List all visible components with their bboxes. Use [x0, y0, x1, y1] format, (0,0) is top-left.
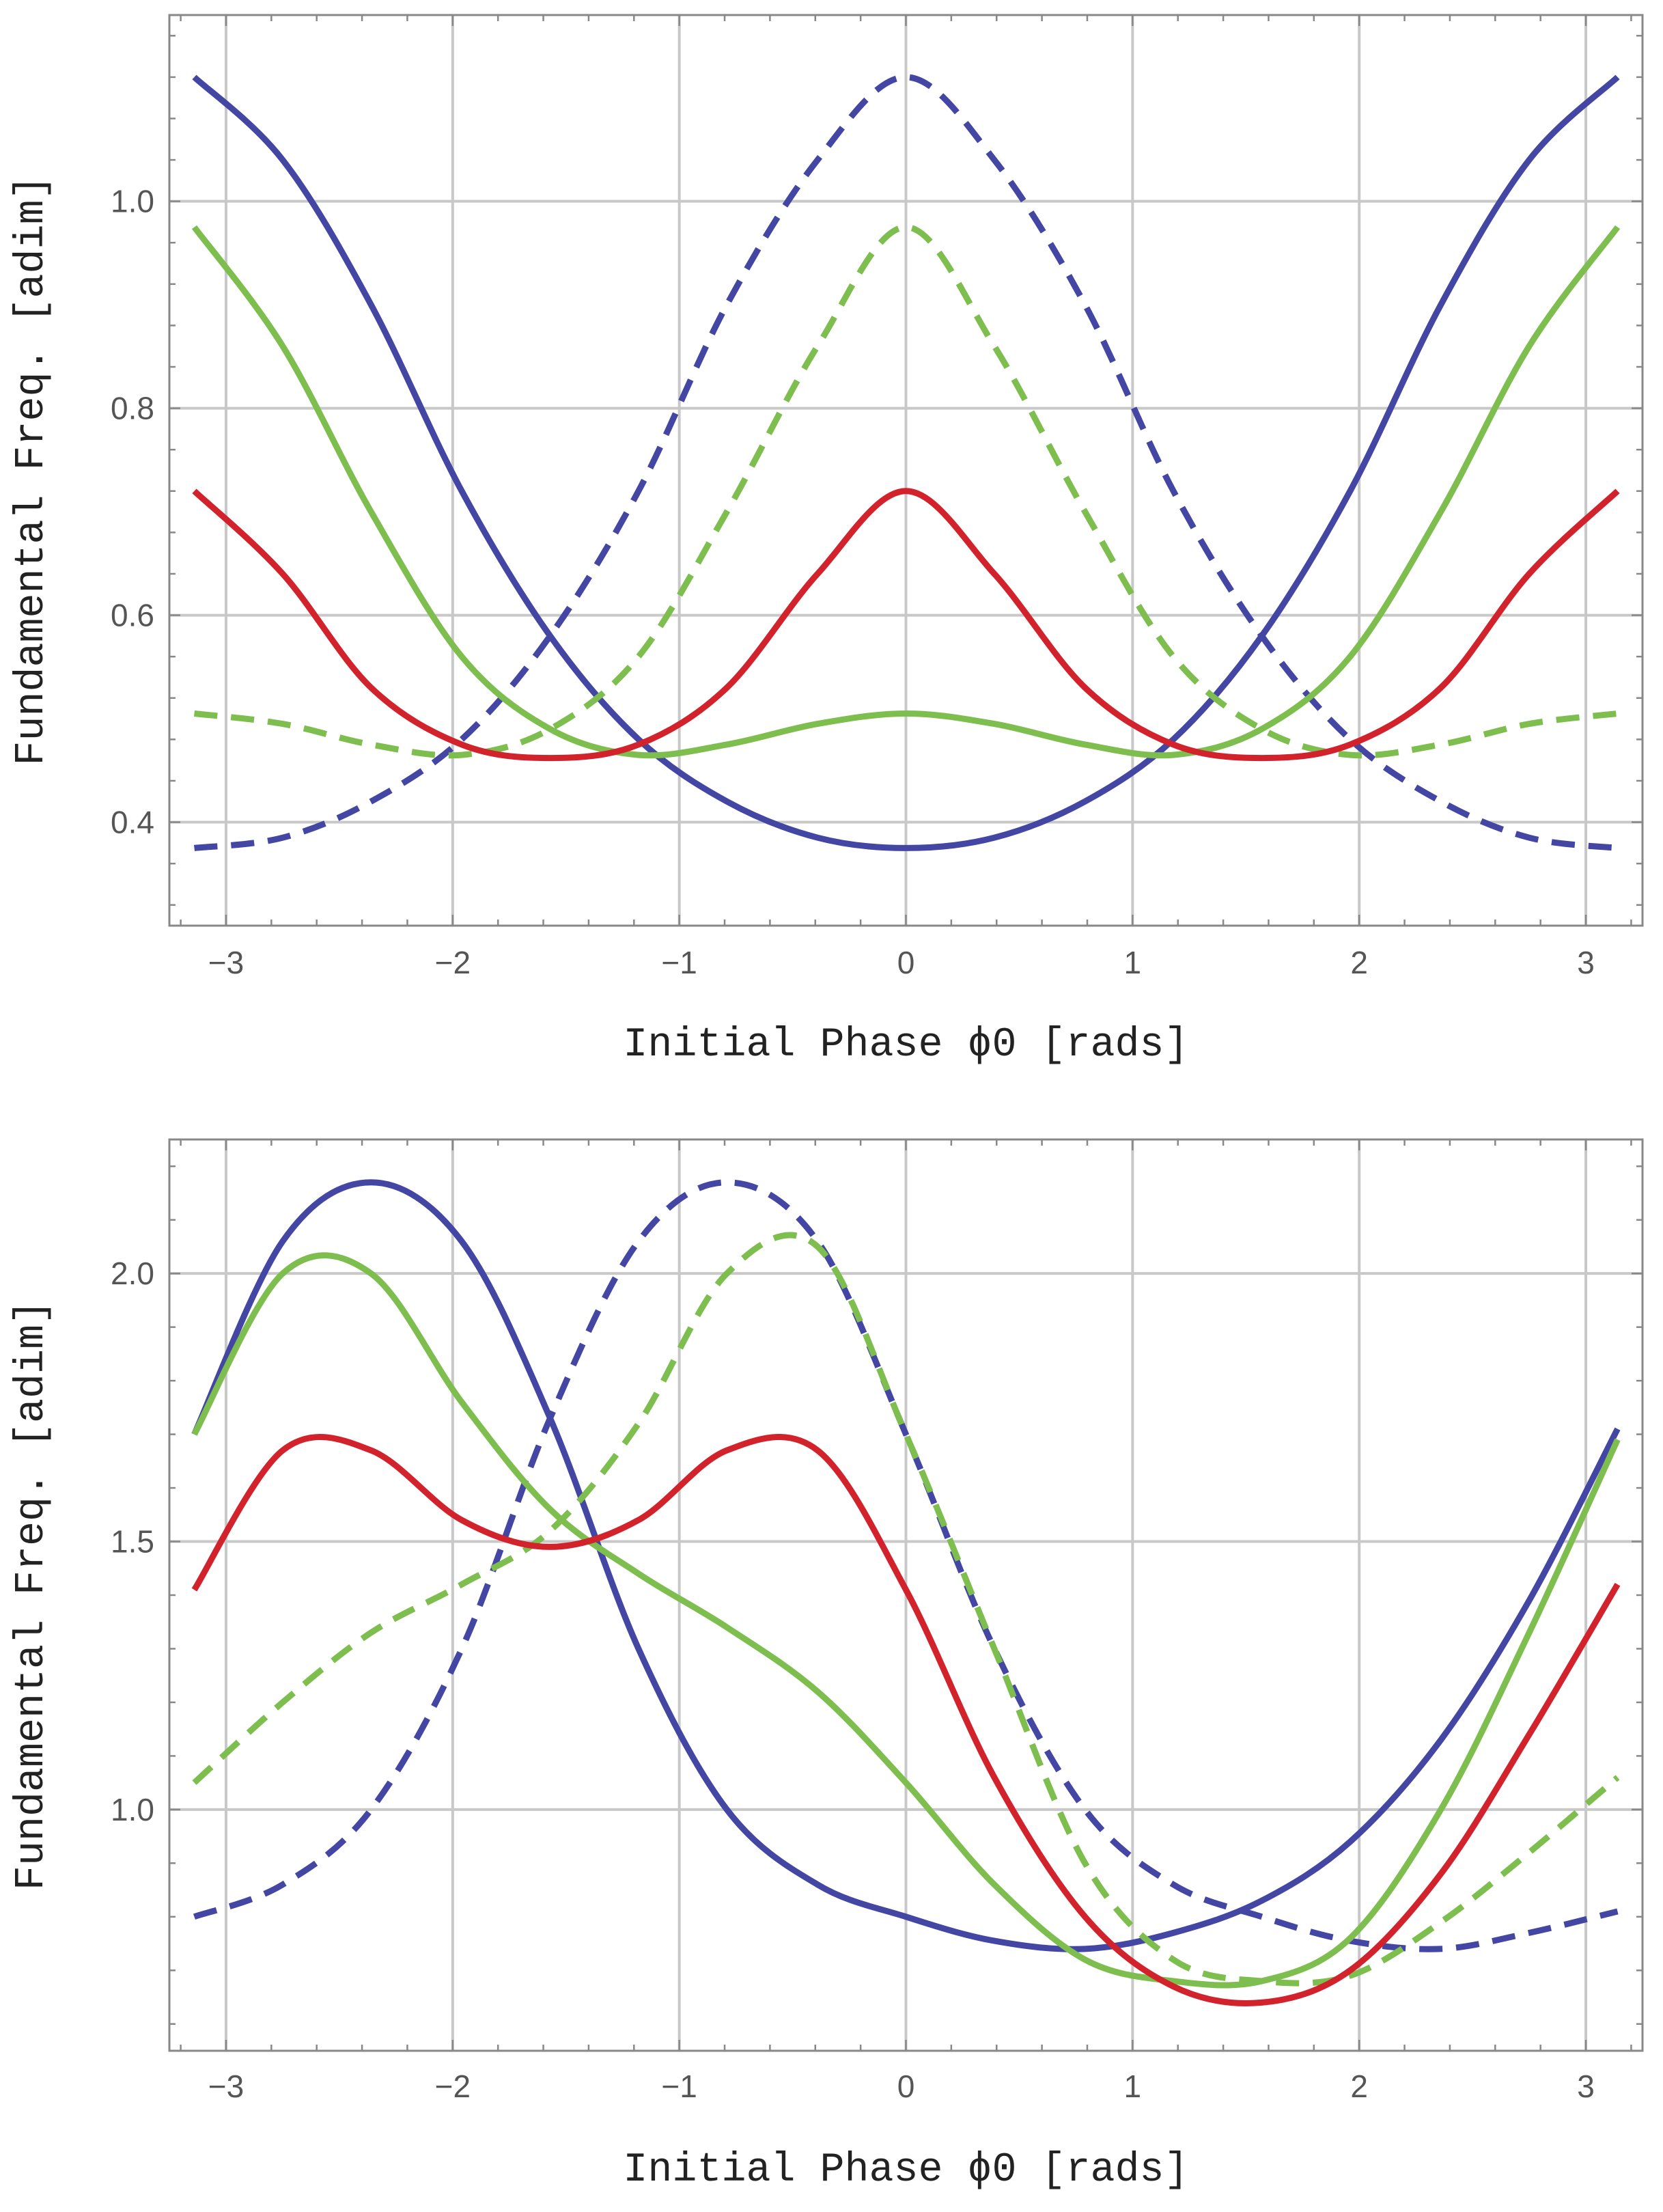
x-tick-label: −3 — [208, 2069, 244, 2104]
series-line-blue-dashed — [193, 74, 1619, 851]
y-tick-label: 1.0 — [111, 1792, 154, 1827]
y-tick-label: 1.5 — [111, 1524, 154, 1560]
y-axis-title: Fundamental Freq. [adim] — [9, 175, 55, 765]
x-tick-label: 3 — [1577, 945, 1595, 980]
plot-frame — [168, 1138, 1644, 2052]
x-tick-label: −1 — [661, 945, 697, 980]
x-axis-title: Initial Phase ϕ0 [rads] — [623, 1022, 1188, 1068]
x-tick-label: −1 — [661, 2069, 697, 2104]
top-chart-panel: −3 −2 −1 0 1 2 3 0.4 0.6 0.8 1.0 Initial Phase ϕ0 [… — [9, 14, 1644, 1068]
x-tick-label: −2 — [435, 945, 471, 980]
series-line-green-solid — [191, 1252, 1621, 1989]
series-line-green-dashed — [192, 1232, 1620, 1987]
x-axis-title: Initial Phase ϕ0 [rads] — [623, 2147, 1188, 2194]
bottom-chart-panel: −3 −2 −1 0 1 2 3 1.0 1.5 2.0 Initial Phase ϕ0 [rad… — [9, 1138, 1644, 2194]
series-line-blue-solid — [191, 1179, 1621, 1952]
x-tick-label: 2 — [1350, 2069, 1368, 2104]
y-tick-label: 0.8 — [111, 391, 154, 426]
series-line-green-solid — [191, 225, 1621, 759]
series-line-red-solid — [191, 1434, 1621, 2006]
y-tick-label: 2.0 — [111, 1256, 154, 1291]
y-tick-label: 0.4 — [111, 805, 154, 840]
x-tick-label: 0 — [897, 945, 915, 980]
x-tick-label: 3 — [1577, 2069, 1595, 2104]
y-tick-label: 1.0 — [111, 184, 154, 219]
x-tick-label: 1 — [1124, 945, 1142, 980]
series-line-red-solid — [192, 488, 1620, 762]
x-tick-label: 1 — [1124, 2069, 1142, 2104]
y-tick-label: 0.6 — [111, 598, 154, 633]
plot-frame — [168, 14, 1644, 927]
x-tick-label: 2 — [1350, 945, 1368, 980]
series-line-blue-solid — [192, 74, 1620, 851]
x-tick-label: 0 — [897, 2069, 915, 2104]
y-axis-title: Fundamental Freq. [adim] — [9, 1300, 55, 1890]
x-tick-label: −2 — [435, 2069, 471, 2104]
series-line-green-dashed — [193, 223, 1619, 759]
x-tick-label: −3 — [208, 945, 244, 980]
